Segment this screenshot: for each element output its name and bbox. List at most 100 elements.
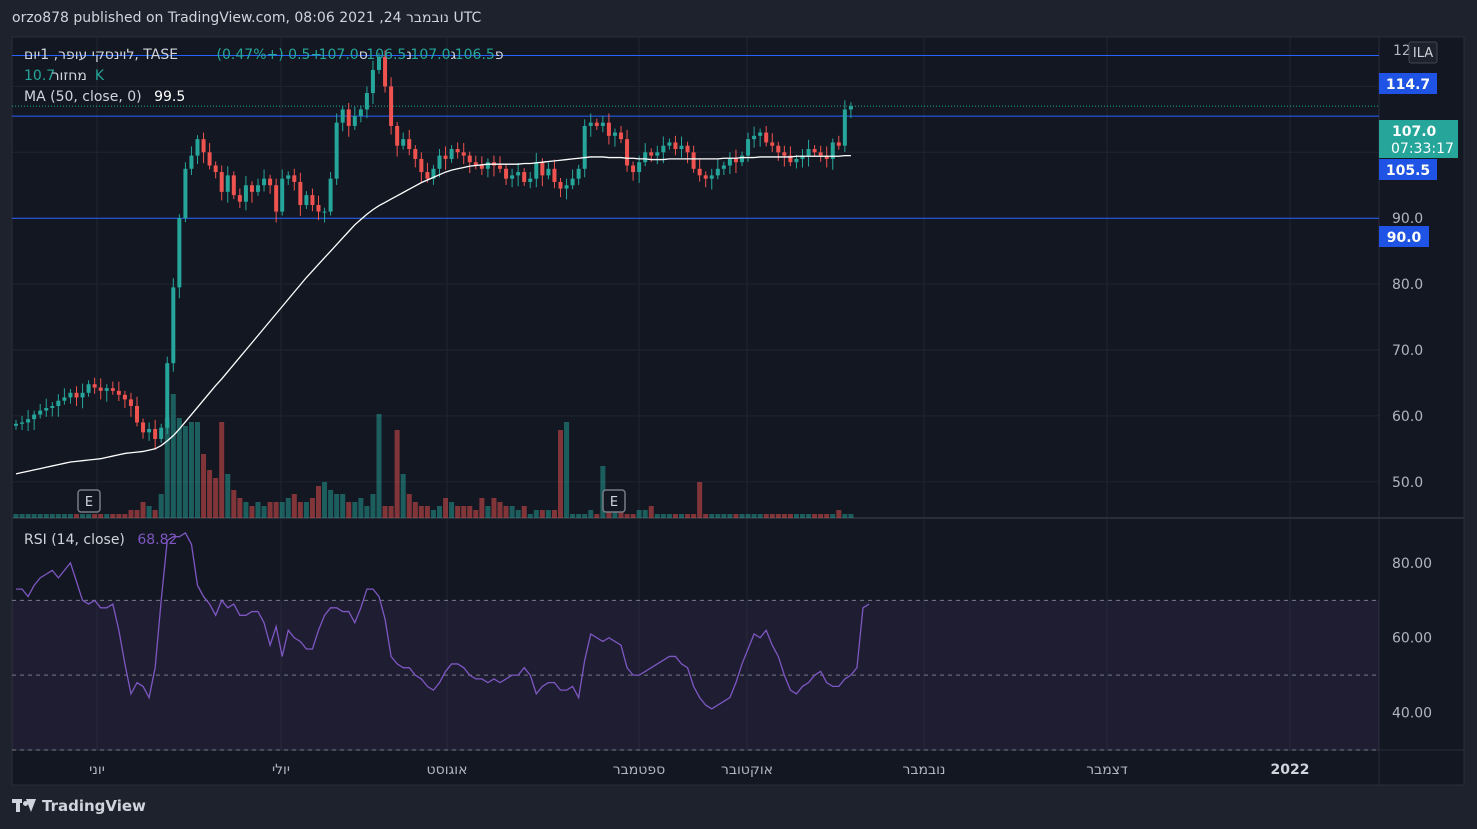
volume-bar bbox=[775, 514, 781, 518]
rsi-tick-label: 40.00 bbox=[1392, 706, 1432, 722]
rsi-line bbox=[16, 532, 870, 710]
volume-bar bbox=[793, 514, 799, 518]
svg-text:107.0: 107.0 bbox=[1392, 124, 1437, 140]
candle-body bbox=[183, 168, 188, 219]
volume-bar bbox=[848, 514, 854, 518]
volume-bar bbox=[80, 514, 86, 518]
candle-body bbox=[485, 162, 490, 169]
horizontal-lines[interactable] bbox=[12, 54, 1379, 219]
volume-bar bbox=[461, 506, 467, 518]
volume-bar bbox=[61, 514, 67, 518]
candle-body bbox=[38, 410, 43, 415]
earnings-marker-1[interactable]: E bbox=[77, 489, 101, 513]
candle-body bbox=[280, 178, 285, 212]
candle-body bbox=[62, 397, 67, 401]
candle-body bbox=[546, 168, 551, 176]
candle-body bbox=[709, 175, 714, 179]
volume-bar bbox=[25, 514, 31, 518]
volume-bar bbox=[316, 486, 321, 518]
volume-bar bbox=[424, 506, 430, 518]
candle-body bbox=[225, 175, 230, 192]
candle-body bbox=[328, 178, 333, 212]
time-tick-label: ספטמבר bbox=[613, 762, 665, 778]
published-header: orzo878 published on TradingView.com, 08… bbox=[12, 10, 482, 26]
candle-body bbox=[516, 172, 521, 176]
footer-brand: TradingView bbox=[42, 797, 146, 815]
volume-bar bbox=[74, 514, 79, 518]
candle-body bbox=[848, 106, 853, 110]
volume-bar bbox=[703, 514, 709, 518]
volume-bar bbox=[158, 494, 164, 518]
footer[interactable]: TradingView bbox=[12, 797, 146, 815]
volume-bar bbox=[225, 474, 231, 518]
volume-bar bbox=[497, 502, 503, 518]
candle-body bbox=[818, 152, 823, 156]
volume-bar bbox=[479, 498, 485, 518]
candle-body bbox=[292, 175, 297, 182]
volume-bar bbox=[176, 418, 182, 518]
candle-body bbox=[746, 139, 751, 156]
candle-body bbox=[346, 109, 351, 126]
grid-lines bbox=[12, 37, 1379, 750]
candle-body bbox=[594, 122, 599, 126]
rsi-tick-label: 80.00 bbox=[1392, 556, 1432, 572]
volume-bar bbox=[328, 490, 334, 518]
volume-bar bbox=[376, 414, 382, 518]
candle-body bbox=[570, 178, 575, 186]
volume-bar bbox=[303, 502, 309, 518]
candle-body bbox=[304, 195, 309, 206]
volume-bar bbox=[164, 418, 170, 518]
candle-body bbox=[667, 142, 672, 146]
volume-bar bbox=[394, 430, 400, 518]
volume-bar bbox=[648, 506, 654, 518]
candle-body bbox=[50, 405, 55, 408]
candle-body bbox=[86, 384, 91, 393]
candle-body bbox=[673, 142, 678, 150]
candle-body bbox=[201, 139, 206, 153]
volume-bar bbox=[515, 510, 521, 518]
candle-body bbox=[467, 155, 472, 163]
volume-bar bbox=[660, 514, 666, 518]
volume-bar bbox=[86, 514, 92, 518]
candle-body bbox=[661, 145, 666, 153]
volume-bar bbox=[757, 514, 763, 518]
volume-bar bbox=[485, 506, 491, 518]
tag-last-price: 107.0 07:33:17 bbox=[1379, 120, 1458, 158]
volume-bar bbox=[128, 510, 134, 518]
candle-body bbox=[625, 139, 630, 166]
svg-text:105.5: 105.5 bbox=[1386, 163, 1430, 179]
svg-text:E: E bbox=[610, 495, 618, 510]
volume-bars bbox=[13, 394, 854, 518]
earnings-marker-2[interactable]: E bbox=[602, 489, 626, 513]
volume-bar bbox=[152, 510, 158, 518]
volume-bar bbox=[188, 422, 194, 518]
volume-bar bbox=[533, 510, 539, 518]
currency-badge[interactable]: ILA bbox=[1408, 41, 1438, 64]
tradingview-logo-icon bbox=[12, 799, 36, 813]
tag-mid-line: 105.5 bbox=[1379, 159, 1437, 180]
candle-body bbox=[552, 168, 557, 182]
candle-body bbox=[540, 162, 545, 176]
candle-body bbox=[231, 175, 236, 196]
candle-body bbox=[528, 178, 533, 182]
volume-bar bbox=[721, 514, 727, 518]
volume-bar bbox=[134, 510, 140, 518]
ma-line bbox=[15, 154, 851, 475]
volume-bar bbox=[340, 494, 346, 518]
volume-bar bbox=[98, 514, 104, 518]
volume-bar bbox=[709, 514, 715, 518]
volume-bar bbox=[388, 506, 394, 518]
time-tick-label: דצמבר bbox=[1086, 762, 1128, 778]
volume-bar bbox=[279, 502, 285, 518]
candle-body bbox=[564, 185, 569, 189]
volume-bar bbox=[830, 514, 836, 518]
candle-body bbox=[147, 429, 152, 433]
volume-bar bbox=[110, 514, 116, 518]
volume-bar bbox=[594, 514, 600, 518]
axis-top-label: 12 bbox=[1393, 43, 1411, 59]
candle-body bbox=[425, 172, 430, 179]
volume-bar bbox=[576, 514, 582, 518]
volume-bar bbox=[509, 506, 515, 518]
volume-bar bbox=[182, 426, 188, 518]
